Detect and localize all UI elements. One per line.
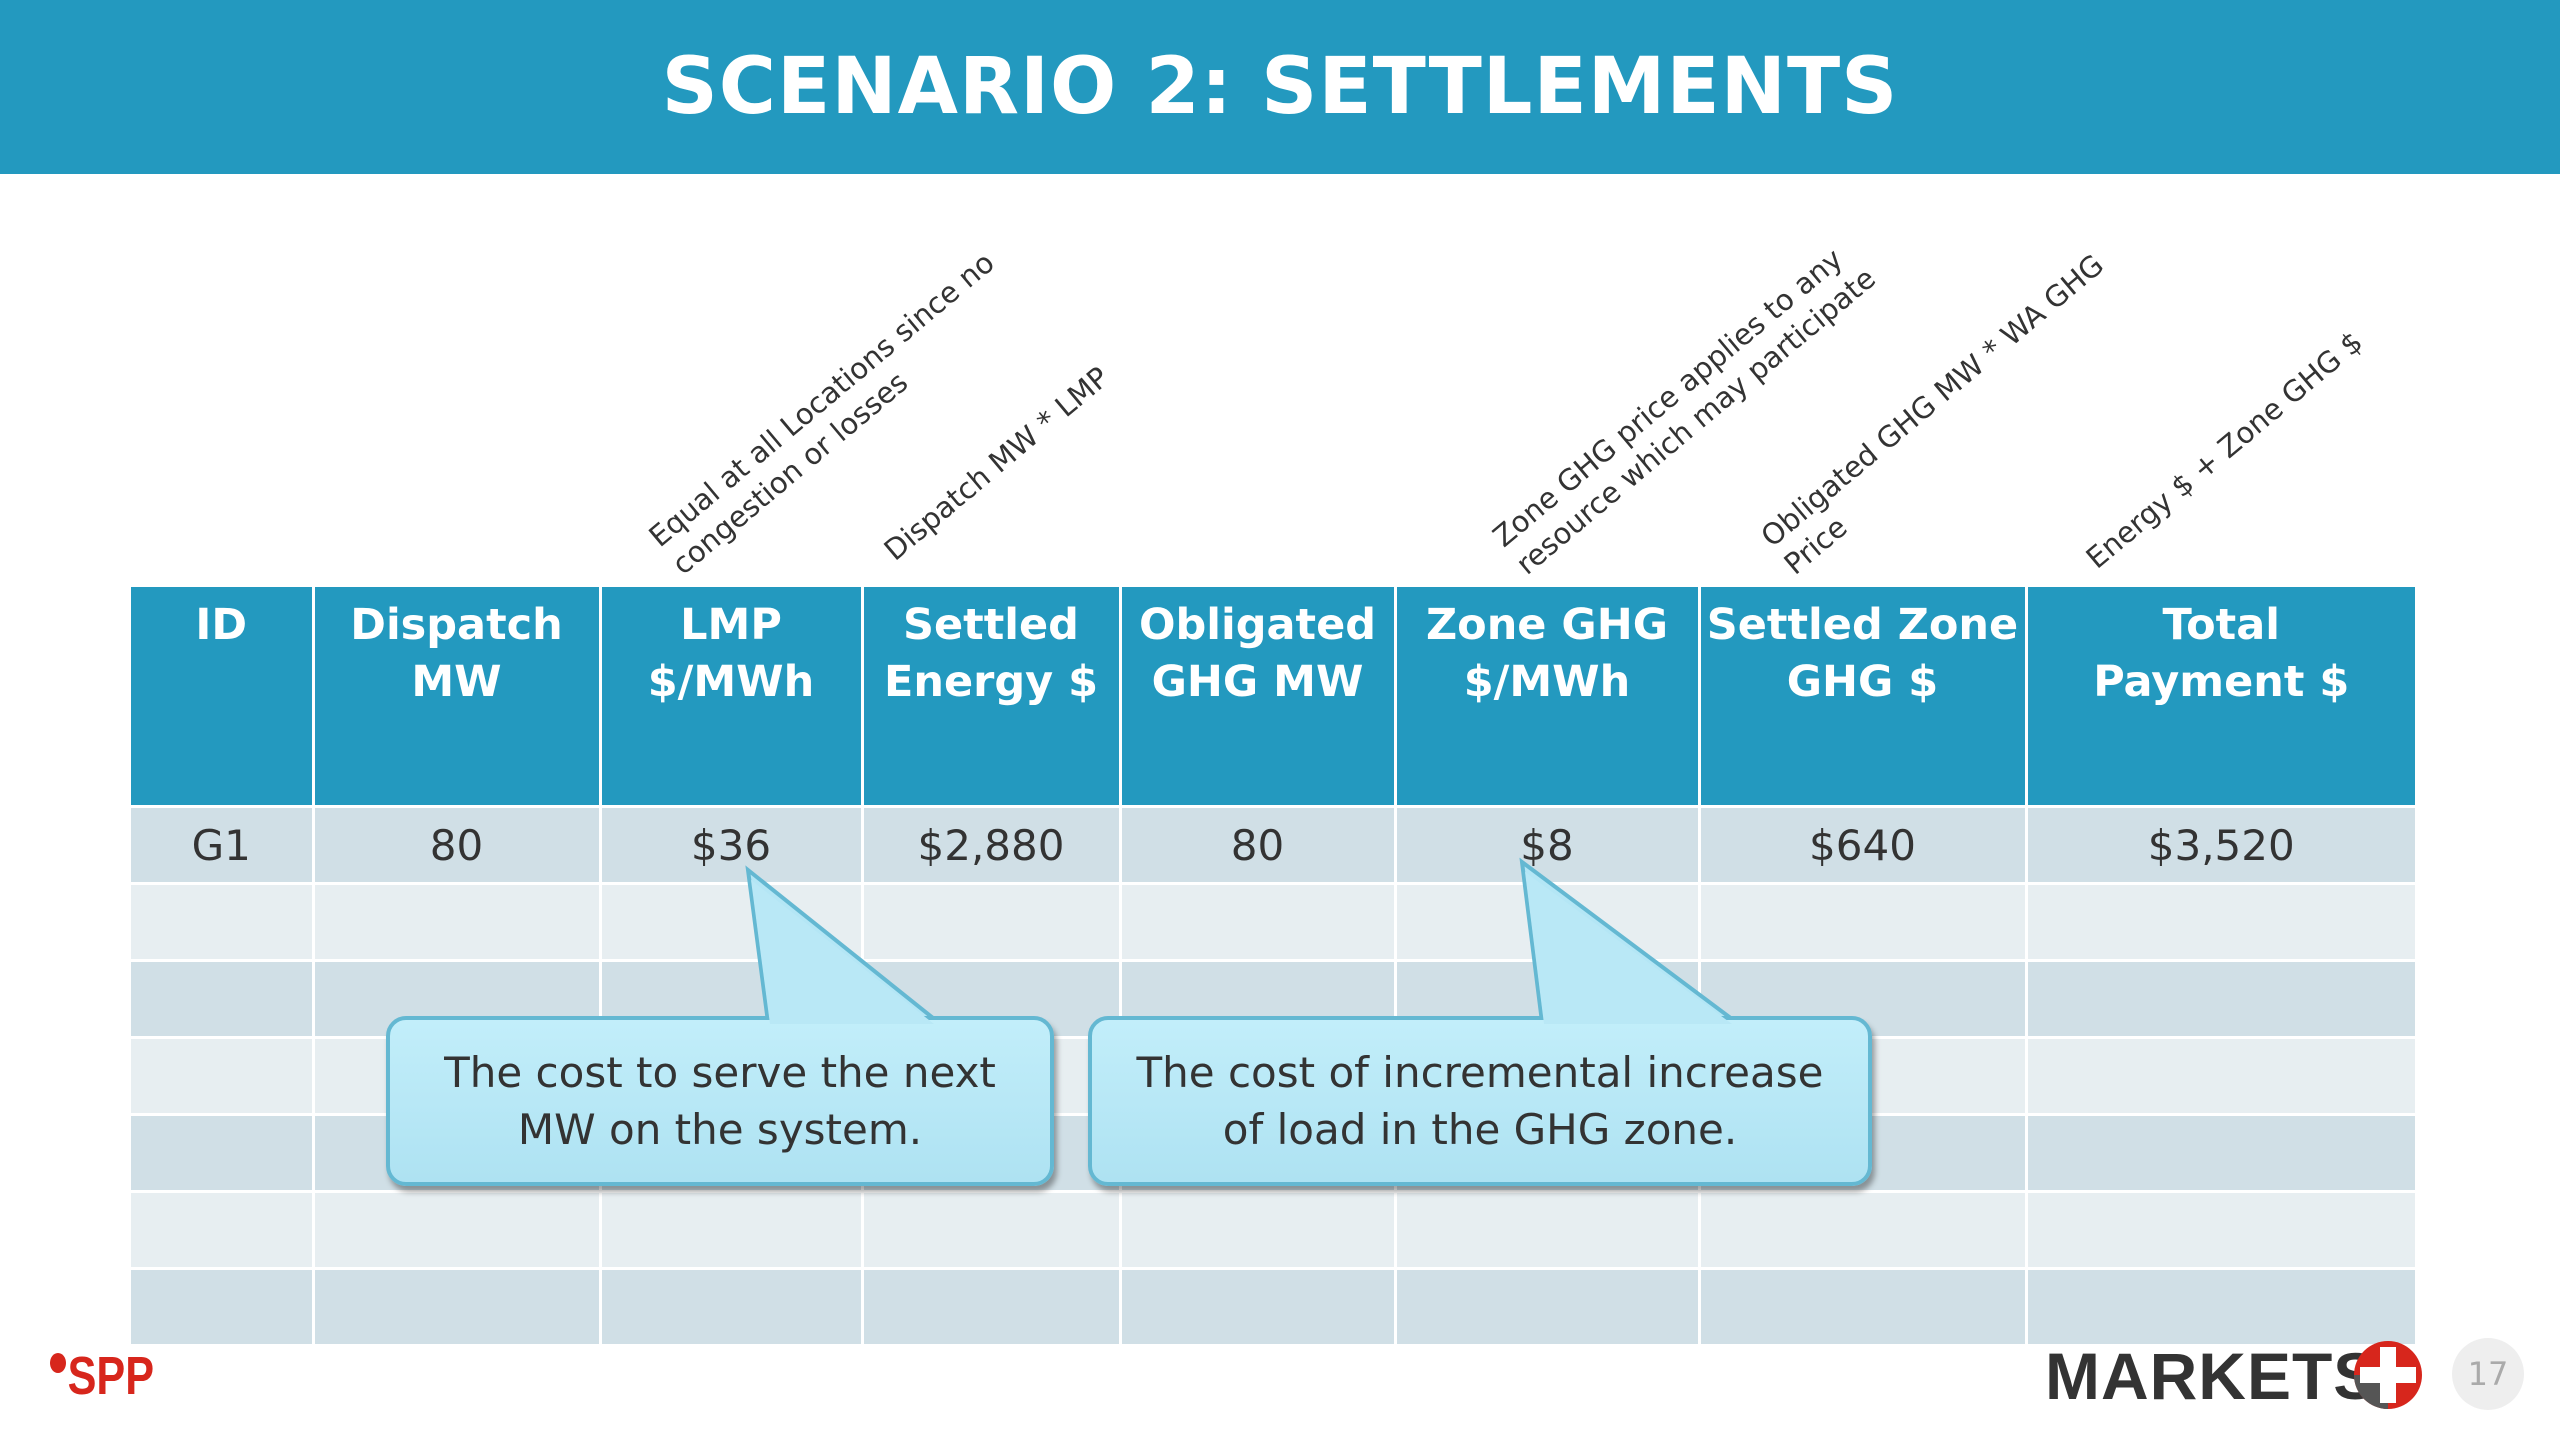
spp-logo: SPP bbox=[50, 1345, 154, 1407]
table-cell bbox=[2026, 1114, 2415, 1193]
table-cell bbox=[2026, 1268, 2415, 1347]
header-line: Obligated bbox=[1138, 600, 1377, 650]
table-cell bbox=[131, 1268, 315, 1347]
header-row: ID Dispatch MW LMP $/MWh Settled Energy $ O… bbox=[131, 587, 2415, 808]
header-line: GHG MW bbox=[1151, 657, 1364, 707]
table-row bbox=[131, 1268, 2415, 1347]
table-cell bbox=[1395, 883, 1701, 962]
callout-line: The cost of incremental increase bbox=[1136, 1048, 1824, 1097]
table-row: G1 80 $36 $2,880 80 $8 $640 $3,520 bbox=[131, 806, 2415, 885]
header-line: Settled bbox=[903, 600, 1079, 650]
table-cell bbox=[2026, 1037, 2415, 1116]
table-cell bbox=[1699, 1268, 2028, 1347]
header-line: Settled Zone bbox=[1706, 600, 2019, 650]
table-cell bbox=[2026, 960, 2415, 1039]
header-settled-energy: Settled Energy $ bbox=[862, 587, 1122, 808]
slide-title: SCENARIO 2: SETTLEMENTS bbox=[661, 42, 1899, 132]
header-dispatch-mw: Dispatch MW bbox=[313, 587, 602, 808]
table-row bbox=[131, 1191, 2415, 1270]
header-line: $/MWh bbox=[647, 657, 815, 707]
header-id: ID bbox=[131, 587, 315, 808]
table-cell bbox=[600, 1191, 864, 1270]
table-cell bbox=[1120, 883, 1397, 962]
callout-line: of load in the GHG zone. bbox=[1222, 1105, 1738, 1154]
header-obligated-ghg-mw: Obligated GHG MW bbox=[1120, 587, 1397, 808]
table-cell bbox=[600, 883, 864, 962]
table-cell: 80 bbox=[313, 806, 602, 885]
header-line: Energy $ bbox=[883, 657, 1099, 707]
header-settled-zone-ghg: Settled Zone GHG $ bbox=[1699, 587, 2028, 808]
table-cell bbox=[131, 1114, 315, 1193]
table-cell bbox=[313, 1191, 602, 1270]
table-cell bbox=[131, 883, 315, 962]
header-zone-ghg: Zone GHG $/MWh bbox=[1395, 587, 1701, 808]
table-cell bbox=[1395, 1191, 1701, 1270]
table-cell bbox=[1699, 883, 2028, 962]
table-cell bbox=[2026, 883, 2415, 962]
table-cell bbox=[1395, 1268, 1701, 1347]
header-line: Total bbox=[2162, 600, 2280, 650]
table-cell: $8 bbox=[1395, 806, 1701, 885]
page-number: 17 bbox=[2452, 1338, 2524, 1410]
note-lmp: Equal at all Locations since no congesti… bbox=[642, 244, 1025, 582]
header-line: GHG $ bbox=[1786, 657, 1939, 707]
header-line: Zone GHG bbox=[1425, 600, 1669, 650]
note-line: Energy $ + Zone GHG $ bbox=[2079, 324, 2370, 576]
markets-plus-icon bbox=[2354, 1341, 2422, 1409]
table-cell: $3,520 bbox=[2026, 806, 2415, 885]
table-cell bbox=[131, 1191, 315, 1270]
table-cell bbox=[313, 1268, 602, 1347]
header-line: $/MWh bbox=[1463, 657, 1631, 707]
table-cell bbox=[313, 883, 602, 962]
table-cell: G1 bbox=[131, 806, 315, 885]
header-line: Payment $ bbox=[2093, 657, 2350, 707]
table-cell: $640 bbox=[1699, 806, 2028, 885]
table-row bbox=[131, 883, 2415, 962]
table-cell bbox=[1120, 1191, 1397, 1270]
header-line: Dispatch bbox=[350, 600, 563, 650]
table-cell bbox=[600, 1268, 864, 1347]
callout-lmp: The cost to serve the next MW on the sys… bbox=[386, 1016, 1054, 1186]
table-cell: $36 bbox=[600, 806, 864, 885]
table-cell bbox=[862, 883, 1122, 962]
table-cell bbox=[1120, 1268, 1397, 1347]
table-cell bbox=[862, 1191, 1122, 1270]
note-line: congestion or losses bbox=[665, 364, 915, 582]
table-cell: $2,880 bbox=[862, 806, 1122, 885]
header-total-payment: Total Payment $ bbox=[2026, 587, 2415, 808]
callout-line: MW on the system. bbox=[517, 1105, 923, 1154]
table-cell bbox=[1699, 1191, 2028, 1270]
header-line: ID bbox=[195, 600, 248, 650]
callout-ghg: The cost of incremental increase of load… bbox=[1088, 1016, 1872, 1186]
table-cell bbox=[862, 1268, 1122, 1347]
markets-logo-text: MARKETS bbox=[2045, 1339, 2379, 1413]
table-cell bbox=[2026, 1191, 2415, 1270]
spp-logo-text: SPP bbox=[67, 1346, 155, 1406]
header-line: LMP bbox=[680, 600, 782, 650]
settlement-table: ID Dispatch MW LMP $/MWh Settled Energy $ O… bbox=[131, 587, 2415, 1347]
table-cell bbox=[131, 1037, 315, 1116]
table-cell: 80 bbox=[1120, 806, 1397, 885]
title-banner bbox=[0, 0, 2560, 174]
callout-line: The cost to serve the next bbox=[444, 1048, 996, 1097]
note-total-payment: Energy $ + Zone GHG $ bbox=[2079, 324, 2370, 576]
spp-logo-mark-icon bbox=[50, 1353, 66, 1373]
header-lmp: LMP $/MWh bbox=[600, 587, 864, 808]
header-line: MW bbox=[411, 657, 502, 707]
table-cell bbox=[131, 960, 315, 1039]
